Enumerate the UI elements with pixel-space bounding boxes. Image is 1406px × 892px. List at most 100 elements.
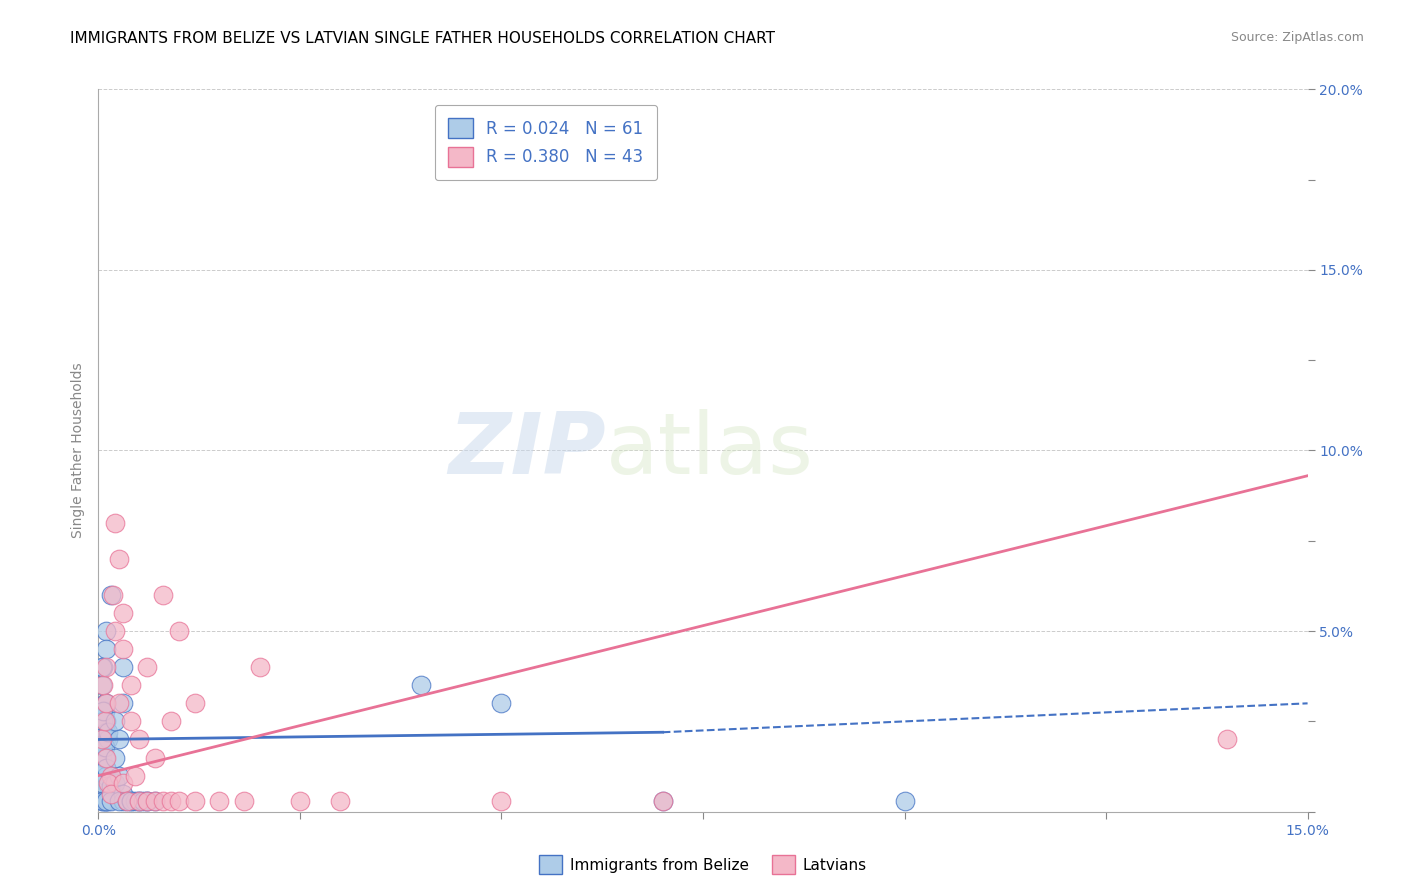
Point — [135, 794, 157, 808]
Point — [91, 704, 114, 718]
Point — [124, 769, 146, 783]
Point — [132, 794, 155, 808]
Point — [167, 794, 190, 808]
Point — [100, 794, 122, 808]
Point — [94, 794, 117, 808]
Point — [107, 732, 129, 747]
Point — [96, 660, 118, 674]
Point — [91, 794, 114, 808]
Point — [100, 787, 122, 801]
Point — [100, 787, 122, 801]
Point — [107, 697, 129, 711]
Point — [96, 714, 118, 729]
Point — [111, 697, 134, 711]
Point — [91, 660, 114, 674]
Point — [152, 794, 174, 808]
Point — [111, 794, 134, 808]
Text: ZIP: ZIP — [449, 409, 606, 492]
Point — [120, 794, 142, 808]
Legend: Immigrants from Belize, Latvians: Immigrants from Belize, Latvians — [533, 849, 873, 880]
Point — [103, 714, 125, 729]
Point — [91, 794, 114, 808]
Point — [128, 794, 150, 808]
Text: Source: ZipAtlas.com: Source: ZipAtlas.com — [1230, 31, 1364, 45]
Point — [152, 588, 174, 602]
Point — [111, 787, 134, 801]
Point — [97, 776, 120, 790]
Point — [111, 660, 134, 674]
Point — [1216, 732, 1239, 747]
Point — [208, 794, 231, 808]
Point — [135, 794, 157, 808]
Point — [160, 714, 183, 729]
Point — [111, 606, 134, 620]
Point — [96, 769, 118, 783]
Point — [96, 697, 118, 711]
Point — [94, 704, 117, 718]
Point — [184, 697, 207, 711]
Point — [100, 780, 122, 794]
Point — [96, 725, 118, 739]
Point — [651, 794, 673, 808]
Y-axis label: Single Father Households: Single Father Households — [70, 363, 84, 538]
Point — [101, 588, 124, 602]
Point — [97, 725, 120, 739]
Point — [128, 732, 150, 747]
Point — [97, 780, 120, 794]
Point — [893, 794, 915, 808]
Point — [100, 769, 122, 783]
Point — [96, 624, 118, 639]
Point — [91, 714, 114, 729]
Point — [91, 678, 114, 692]
Point — [91, 739, 114, 754]
Point — [103, 776, 125, 790]
Point — [135, 794, 157, 808]
Point — [143, 794, 166, 808]
Point — [409, 678, 432, 692]
Point — [103, 516, 125, 530]
Point — [115, 794, 138, 808]
Point — [91, 750, 114, 764]
Point — [491, 697, 513, 711]
Point — [184, 794, 207, 808]
Point — [96, 761, 118, 775]
Point — [128, 794, 150, 808]
Point — [94, 739, 117, 754]
Point — [97, 794, 120, 808]
Point — [491, 794, 513, 808]
Point — [107, 794, 129, 808]
Point — [329, 794, 352, 808]
Point — [91, 660, 114, 674]
Point — [111, 642, 134, 657]
Point — [96, 794, 118, 808]
Point — [111, 776, 134, 790]
Point — [94, 750, 117, 764]
Legend: R = 0.024   N = 61, R = 0.380   N = 43: R = 0.024 N = 61, R = 0.380 N = 43 — [434, 104, 657, 180]
Point — [120, 794, 142, 808]
Point — [94, 714, 117, 729]
Point — [96, 761, 118, 775]
Point — [97, 776, 120, 790]
Point — [143, 794, 166, 808]
Point — [167, 624, 190, 639]
Point — [115, 794, 138, 808]
Point — [103, 624, 125, 639]
Point — [120, 678, 142, 692]
Point — [91, 732, 114, 747]
Point — [97, 732, 120, 747]
Point — [103, 750, 125, 764]
Point — [96, 750, 118, 764]
Text: IMMIGRANTS FROM BELIZE VS LATVIAN SINGLE FATHER HOUSEHOLDS CORRELATION CHART: IMMIGRANTS FROM BELIZE VS LATVIAN SINGLE… — [70, 31, 775, 46]
Point — [94, 697, 117, 711]
Point — [124, 794, 146, 808]
Point — [100, 588, 122, 602]
Point — [91, 678, 114, 692]
Point — [100, 787, 122, 801]
Point — [651, 794, 673, 808]
Point — [232, 794, 254, 808]
Point — [128, 794, 150, 808]
Point — [96, 732, 118, 747]
Point — [96, 794, 118, 808]
Point — [160, 794, 183, 808]
Text: atlas: atlas — [606, 409, 814, 492]
